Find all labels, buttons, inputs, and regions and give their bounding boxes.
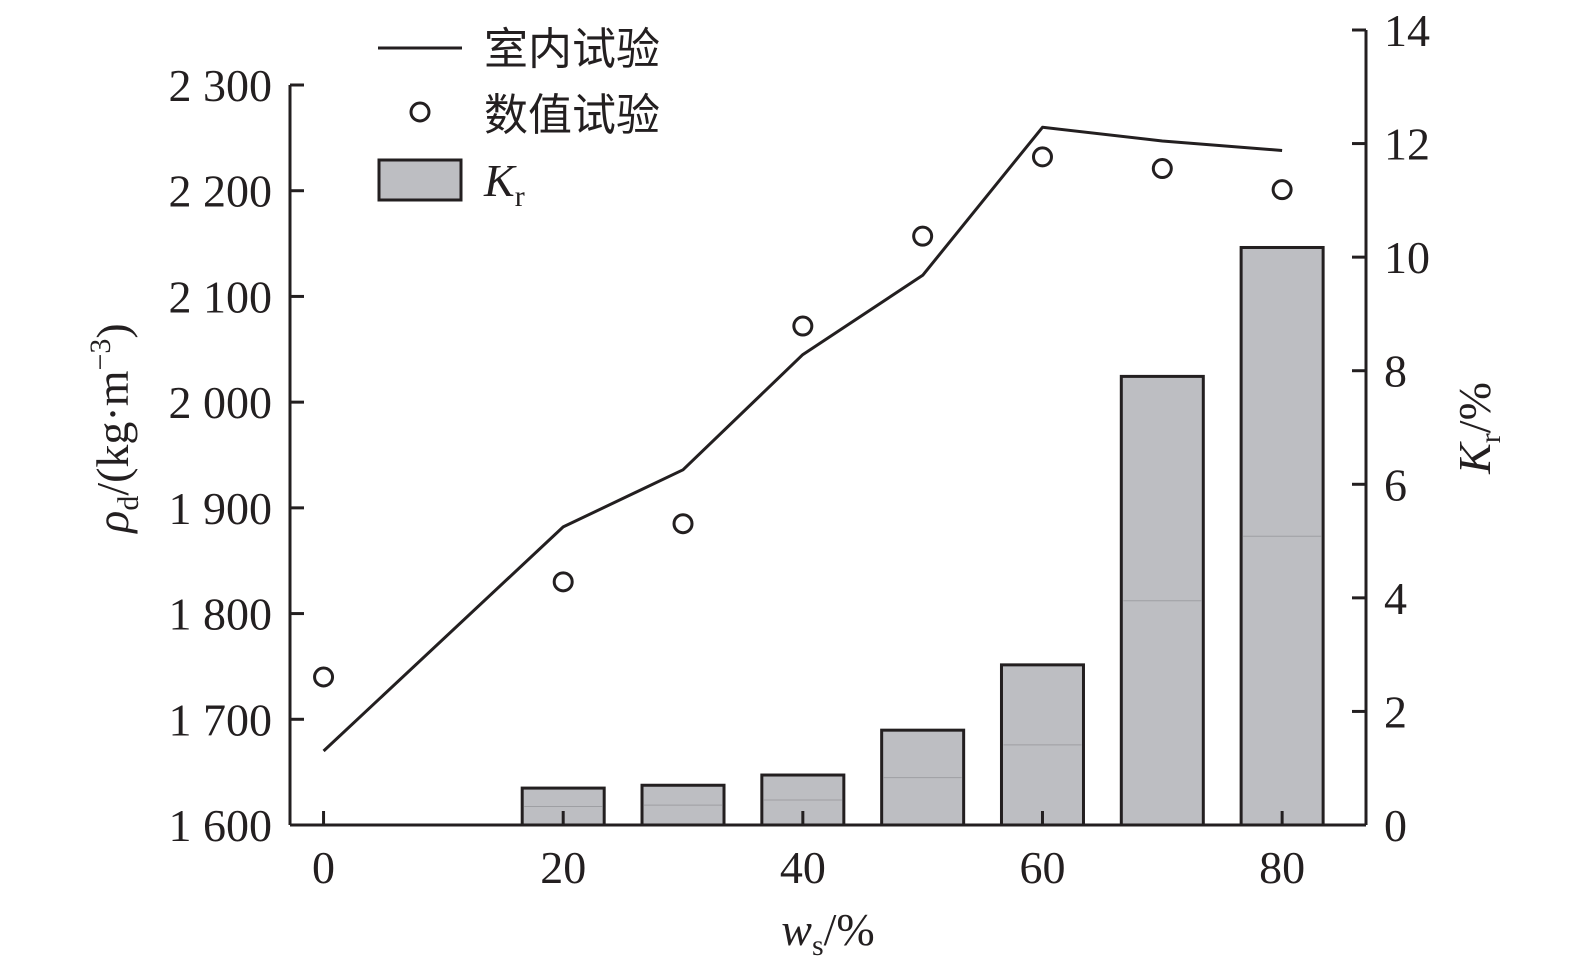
y-left-tick-label-1700: 1 700 [169, 694, 273, 745]
y-left-tick-label-2000: 2 000 [169, 377, 273, 428]
y-right-tick-label-0: 0 [1384, 800, 1407, 851]
legend-label-lab-test: 室内试验 [484, 24, 660, 75]
y-right-tick-label-8: 8 [1384, 346, 1407, 397]
point-numerical-40 [792, 315, 814, 337]
x-tick-label-20: 20 [540, 842, 586, 893]
axes-layer [288, 30, 1368, 827]
y-right-tick-label-4: 4 [1384, 573, 1407, 624]
point-numerical-0 [313, 666, 335, 688]
point-numerical-20 [552, 571, 574, 593]
y-right-tick-label-10: 10 [1384, 232, 1430, 283]
legend-marker-swatch [409, 101, 431, 123]
y-left-tick-label-2100: 2 100 [169, 271, 273, 322]
x-tick-label-80: 80 [1259, 842, 1305, 893]
legend-label-numerical-test: 数值试验 [484, 90, 660, 141]
point-numerical-30 [672, 513, 694, 535]
y-left-tick-label-1800: 1 800 [169, 589, 273, 640]
y-right-tick-label-6: 6 [1384, 459, 1407, 510]
y-right-axis-title: Kr/% [1449, 382, 1507, 475]
y-left-axis-title: ρd/(kg·m−3) [84, 323, 145, 535]
line-layer [322, 125, 1283, 753]
legend-bar-swatch [377, 158, 463, 202]
y-right-tick-label-2: 2 [1384, 686, 1407, 737]
y-right-tick-label-12: 12 [1384, 119, 1430, 170]
y-left-tick-label-1900: 1 900 [169, 483, 273, 534]
point-numerical-60 [1031, 146, 1053, 168]
x-tick-label-40: 40 [780, 842, 826, 893]
x-tick-label-0: 0 [312, 842, 335, 893]
scatter-layer [313, 146, 1293, 688]
bars-layer [520, 245, 1325, 827]
legend: 室内试验 数值试验 Kr [377, 24, 660, 213]
point-numerical-70 [1151, 158, 1173, 180]
y-left-tick-label-1600: 1 600 [169, 800, 273, 851]
point-numerical-50 [912, 225, 934, 247]
y-left-tick-label-2200: 2 200 [169, 166, 273, 217]
x-axis-title: ws/% [781, 904, 874, 962]
legend-label-kr: Kr [483, 155, 525, 213]
point-numerical-80 [1271, 179, 1293, 201]
x-tick-label-60: 60 [1019, 842, 1065, 893]
y-left-tick-label-2300: 2 300 [169, 60, 273, 111]
line-lab-test [322, 125, 1283, 753]
y-right-tick-label-14: 14 [1384, 5, 1430, 56]
